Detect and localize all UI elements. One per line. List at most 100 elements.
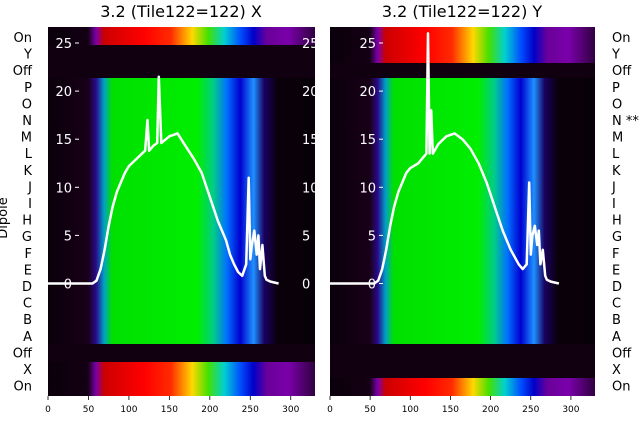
panel-x-overlay-tick-label: 5 [64,229,72,244]
panel-y-row-label: X [612,363,621,378]
panel-y-row-label: Off [612,346,632,361]
panel-x-overlay-tick-label: 15 [55,133,72,148]
panel-x-row-label: K [23,164,32,179]
panel-x-x-tick-label: 0 [45,405,51,415]
panel-x-band-bottom [48,362,315,396]
panel-x-overlay-tick-label-right: 15 [302,133,319,148]
panel-y-row-label: H [612,214,622,229]
panel-x-band-mid [48,78,315,344]
panel-x-row-label: F [25,247,32,262]
panel-x-row-label: X [23,363,32,378]
panel-y-x-tick-label: 200 [482,405,499,415]
panel-x-overlay-tick-label-right: 5 [302,229,310,244]
panel-x-x-axis: 0 50 100 150 200 250 300 [45,396,300,415]
panel-y-row-label: D [612,280,622,295]
panel-y-overlay-tick-label: 15 [359,133,376,148]
panel-x-row-label: I [28,197,32,212]
panel-y-row-label: L [612,147,620,162]
panel-y-row-label: K [612,164,621,179]
panel-y-x-tick-label: 150 [442,405,459,415]
panel-y-row-label: B [612,313,621,328]
panel-x-ylabel: Dipole [0,197,11,238]
panel-x-row-label: A [23,330,32,345]
panel-y-row-label: I [612,197,616,212]
panel-x-band-top [48,27,315,45]
panel-y-background-dark [330,63,595,78]
panel-x-overlay-tick-label: 20 [55,85,72,100]
panel-x-row-label: M [21,131,32,146]
panel-x-x-tick-label: 50 [83,405,95,415]
panel-y-row-label: E [612,263,620,278]
panel-x-series-line [48,75,279,285]
panel-y-x-tick-label: 0 [327,405,333,415]
panel-x-row-label: Off [13,64,33,79]
panel-x-x-tick-label: 150 [161,405,178,415]
panel-y-band-top [330,27,595,63]
panel-x-title: 3.2 (Tile122=122) X [100,2,262,21]
panel-y-overlay-tick-label: 20 [359,85,376,100]
panel-x-overlay-tick-label-right: 20 [302,85,319,100]
panel-x-overlay-tick-label: 0 [64,278,72,293]
panel-y-x-tick-label: 300 [562,405,579,415]
panel-x-background-dark-2 [48,344,315,362]
panel-x-overlay-ticks: 0 0 5 5 10 10 15 15 20 20 25 25 [55,37,318,293]
panel-y-x-tick-label: 250 [522,405,539,415]
panel-y-overlay-tick-label: 0 [368,278,376,293]
panel-x-row-label: G [22,230,32,245]
panel-x-row-label: H [22,214,32,229]
panel-y-row-label: N ** [612,114,639,129]
panel-x-overlay-tick-label: 10 [55,181,72,196]
panel-y-row-label: O [612,97,622,112]
panel-y-series-line [330,32,560,285]
panel-y-row-label: A [612,330,621,345]
panel-y-row-label: P [612,81,620,96]
panel-x-row-label: On [14,380,32,395]
panel-x-row-label: Off [13,346,33,361]
panel-y-overlay-tick-label: 10 [359,181,376,196]
panel-y-row-label: On [612,31,630,46]
panel-y-row-label: C [612,297,621,312]
panel-x-x-tick-label: 300 [282,405,299,415]
panel-x-row-label: D [22,280,32,295]
panel-x-overlay-tick-label: 25 [55,37,72,52]
panel-x-x-tick-label: 250 [242,405,259,415]
panel-y-x-axis: 0 50 100 150 200 250 300 [327,396,580,415]
panel-x-row-label: C [23,297,32,312]
panel-x-overlay-tick-label-right: 0 [302,278,310,293]
panel-x-row-label: J [27,180,32,195]
panel-x-row-label: B [23,313,32,328]
panel-y-title: 3.2 (Tile122=122) Y [382,2,543,21]
panel-y-x-tick-label: 50 [364,405,376,415]
panel-y-row-label: G [612,230,622,245]
panel-y-row-label: M [612,131,623,146]
panel-y-row-label: Off [612,64,632,79]
panel-y-row-label: J [611,180,616,195]
panel-x-x-tick-label: 200 [201,405,218,415]
panel-y-band-mid [330,78,595,344]
panel-y-overlay-ticks: 0 5 10 15 20 25 [359,37,383,293]
panel-y-overlay-tick-label: 25 [359,37,376,52]
panel-y-band-bottom [330,378,595,396]
panel-x-x-tick-label: 100 [120,405,137,415]
panel-y-row-label: Y [611,48,620,63]
panel-x-overlay-tick-label-right: 25 [302,37,319,52]
panel-x-background-dark [48,45,315,78]
panel-x-row-label: L [25,147,33,162]
panel-x-row-label: N [22,114,32,129]
panel-y-row-label: On [612,380,630,395]
panel-x-row-label: P [24,81,32,96]
panel-y-x-tick-label: 100 [402,405,419,415]
panel-x: 3.2 (Tile122=122) X Dipole OnYOffPONMLKJ… [0,2,319,415]
panel-y-overlay-tick-label: 5 [368,229,376,244]
panel-y-background-dark-2 [330,344,595,378]
panel-x-row-label: On [14,31,32,46]
panel-x-row-label: E [24,263,32,278]
panel-x-row-label: Y [23,48,32,63]
panel-y-row-label: F [612,247,619,262]
panel-x-overlay-tick-label-right: 10 [302,181,319,196]
panel-x-row-label: O [22,97,32,112]
